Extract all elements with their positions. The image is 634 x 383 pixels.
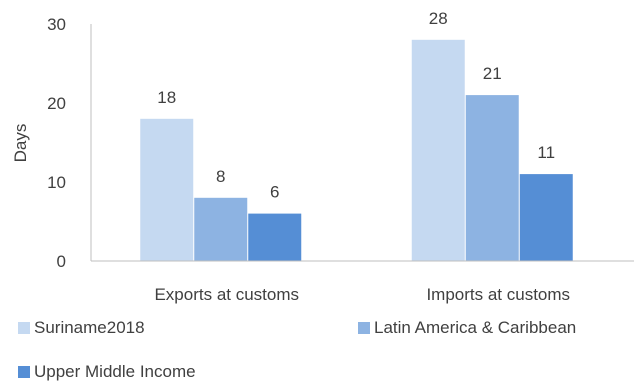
data-label: 21 xyxy=(483,64,502,83)
x-category-label: Imports at customs xyxy=(426,285,570,304)
x-axis: Exports at customs Imports at customs xyxy=(91,260,634,304)
y-tick-label: 30 xyxy=(47,15,66,34)
legend-item-suriname: Suriname2018 xyxy=(18,318,145,338)
legend-label: Upper Middle Income xyxy=(34,362,196,381)
bar xyxy=(140,118,194,261)
legend-label: Latin America & Caribbean xyxy=(374,318,577,337)
legend-item-upper-middle-income: Upper Middle Income xyxy=(18,362,196,382)
y-tick-label: 20 xyxy=(47,94,66,113)
data-labels: 18 8 6 28 21 11 xyxy=(157,9,555,202)
y-tick-label: 10 xyxy=(47,173,66,192)
legend-swatch xyxy=(18,366,30,378)
bar xyxy=(465,95,519,261)
data-label: 6 xyxy=(270,183,279,202)
y-axis: 0 10 20 30 xyxy=(47,15,92,271)
legend-label: Suriname2018 xyxy=(34,318,145,337)
bar xyxy=(248,213,302,261)
x-category-label: Exports at customs xyxy=(154,285,299,304)
data-label: 28 xyxy=(429,9,448,28)
legend-swatch xyxy=(18,322,30,334)
bar xyxy=(411,39,465,261)
data-label: 8 xyxy=(216,167,225,186)
y-tick-label: 0 xyxy=(57,252,66,271)
y-axis-title: Days xyxy=(11,124,30,163)
data-label: 18 xyxy=(157,88,176,107)
bar xyxy=(519,174,573,261)
legend-item-latin-america: Latin America & Caribbean xyxy=(358,318,576,338)
data-label: 11 xyxy=(537,143,555,162)
bar xyxy=(194,197,248,261)
legend-swatch xyxy=(358,322,370,334)
bars xyxy=(140,39,573,261)
